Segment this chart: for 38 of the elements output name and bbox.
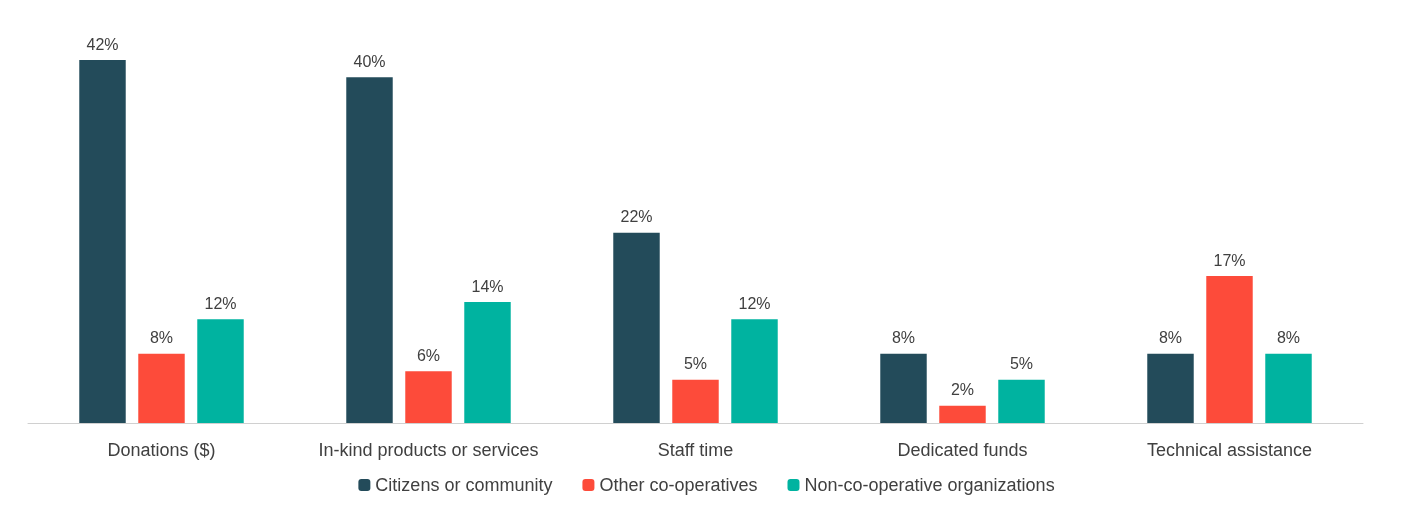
x-tick-label: Technical assistance — [1146, 440, 1313, 460]
data-label: 8% — [891, 329, 916, 347]
data-label: 5% — [1009, 355, 1034, 373]
data-label: 6% — [416, 346, 441, 364]
data-label: 8% — [1276, 329, 1301, 347]
x-tick-label: Donations ($) — [107, 440, 216, 460]
x-tick-label: Dedicated funds — [897, 440, 1028, 460]
data-label: 14% — [471, 277, 504, 295]
bar — [79, 60, 126, 423]
bar — [464, 302, 511, 423]
bar — [613, 232, 660, 423]
data-label: 5% — [683, 355, 708, 373]
data-label: 8% — [1158, 329, 1183, 347]
data-label: 40% — [353, 52, 386, 70]
legend-label: Non-co-operative organizations — [804, 475, 1055, 495]
data-label: 12% — [204, 294, 237, 312]
bar — [197, 319, 244, 423]
data-label: 22% — [620, 208, 653, 226]
bar — [1147, 353, 1194, 423]
legend-label: Citizens or community — [375, 475, 553, 495]
bar — [1206, 276, 1253, 423]
x-tick-label: In-kind products or services — [318, 440, 539, 460]
data-label: 17% — [1213, 251, 1246, 269]
data-label: 8% — [149, 329, 174, 347]
data-label: 12% — [738, 294, 771, 312]
bar — [998, 379, 1045, 423]
legend-label: Other co-operatives — [599, 475, 758, 495]
data-label: 2% — [950, 381, 975, 399]
bar — [672, 379, 719, 423]
bar — [346, 77, 393, 423]
bar — [939, 405, 986, 423]
bar — [405, 371, 452, 423]
data-label: 42% — [86, 35, 119, 53]
bar — [731, 319, 778, 423]
x-tick-label: Staff time — [657, 440, 734, 460]
bar — [138, 353, 185, 423]
bar — [880, 353, 927, 423]
bar — [1265, 353, 1312, 423]
